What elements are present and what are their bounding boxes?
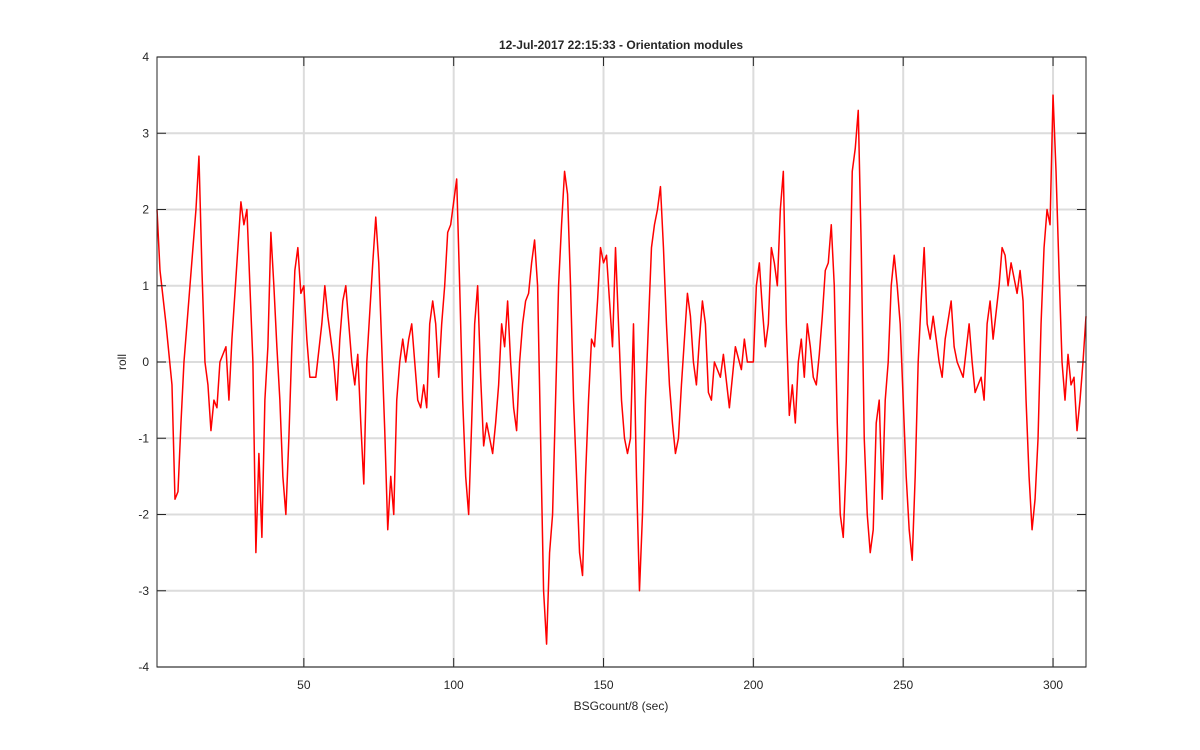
y-tick-label: -3	[138, 584, 149, 598]
y-tick-label: -4	[138, 660, 149, 674]
y-tick-label: 4	[142, 50, 149, 64]
y-tick-label: 2	[142, 203, 149, 217]
chart-title: 12-Jul-2017 22:15:33 - Orientation modul…	[499, 38, 743, 52]
plot	[156, 94, 1087, 645]
x-axis-label: BSGcount/8 (sec)	[574, 699, 669, 713]
ticks: -4 -3 -2 -1 0 1 2 3 4 50 100 150 200 250 300	[138, 50, 1086, 692]
x-tick-label: 300	[1043, 678, 1063, 692]
data-line	[156, 94, 1087, 645]
x-tick-label: 150	[594, 678, 614, 692]
x-tick-label: 200	[743, 678, 763, 692]
x-tick-label: 250	[893, 678, 913, 692]
y-tick-label: 1	[142, 279, 149, 293]
x-tick-label: 100	[444, 678, 464, 692]
y-tick-label: -2	[138, 508, 149, 522]
y-axis-label: roll	[115, 354, 129, 370]
y-tick-label: 3	[142, 126, 149, 140]
y-tick-label: -1	[138, 431, 149, 445]
grid	[157, 56, 1086, 668]
y-tick-label: 0	[142, 355, 149, 369]
x-tick-label: 50	[297, 678, 311, 692]
